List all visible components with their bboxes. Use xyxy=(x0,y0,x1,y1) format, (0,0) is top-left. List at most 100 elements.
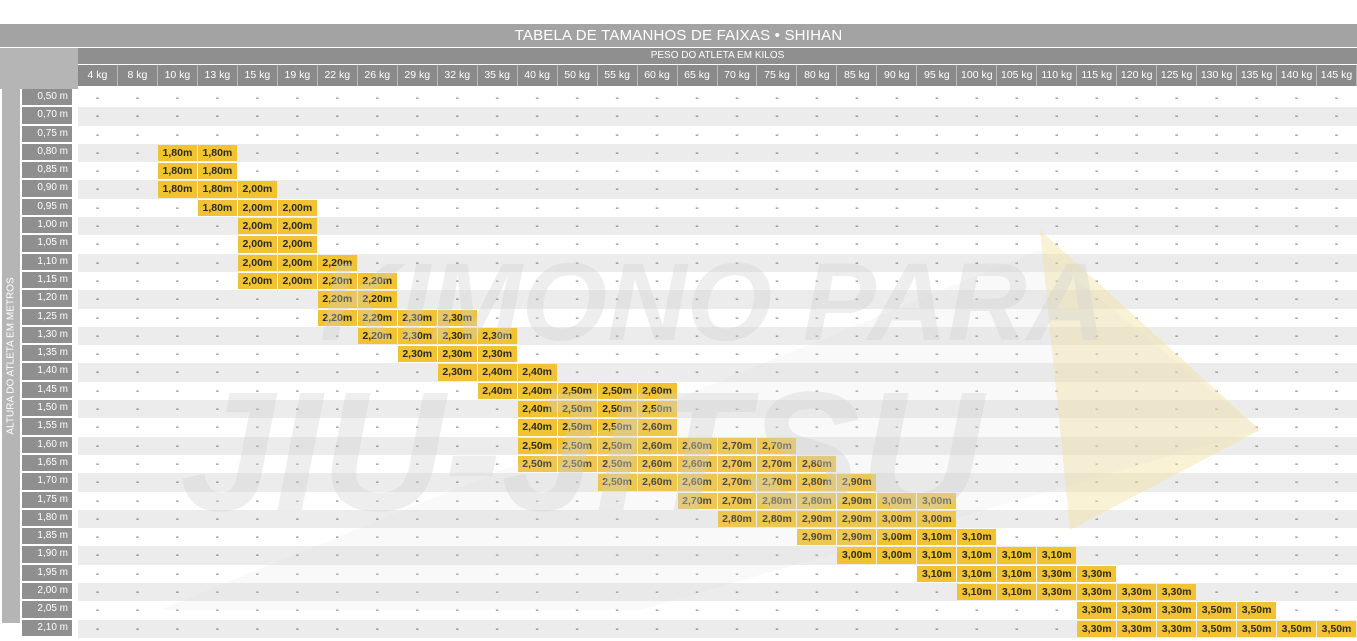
empty-cell: - xyxy=(535,348,539,361)
empty-cell: - xyxy=(1054,403,1059,416)
empty-cell: - xyxy=(255,146,260,159)
empty-cell: - xyxy=(1174,293,1179,306)
empty-cell: - xyxy=(135,622,140,635)
empty-cell: - xyxy=(1094,274,1099,287)
empty-cell: - xyxy=(855,146,859,159)
empty-cell: - xyxy=(815,293,819,306)
empty-cell: - xyxy=(575,110,579,123)
empty-cell: - xyxy=(95,439,100,452)
empty-cell: - xyxy=(615,549,619,562)
empty-cell: - xyxy=(1134,311,1139,324)
size-cell: 2,30m xyxy=(477,327,517,345)
empty-cell: - xyxy=(1254,128,1259,141)
empty-cell: - xyxy=(855,220,859,233)
empty-cell: - xyxy=(1174,457,1179,470)
weight-header: 50 kg xyxy=(558,65,598,86)
empty-cell: - xyxy=(1294,586,1299,599)
empty-cell: - xyxy=(175,476,180,489)
size-cell: 3,50m xyxy=(1237,620,1277,637)
empty-cell: - xyxy=(535,110,539,123)
empty-cell: - xyxy=(815,110,819,123)
weight-header: 55 kg xyxy=(598,65,638,86)
empty-cell: - xyxy=(1334,384,1339,397)
empty-cell: - xyxy=(1015,329,1019,342)
empty-cell: - xyxy=(855,586,859,599)
empty-cell: - xyxy=(975,256,979,269)
table-row: - - - - - - - - - -2,40m 2,40m 2,50m 2,50m 2,60m - - - - -… xyxy=(78,382,1357,400)
height-label: 0,90 m xyxy=(22,180,72,197)
empty-cell: - xyxy=(1015,256,1019,269)
empty-cell: - xyxy=(1254,183,1259,196)
empty-cell: - xyxy=(855,457,859,470)
size-cell: 2,20m xyxy=(357,291,397,308)
empty-cell: - xyxy=(1174,348,1179,361)
size-cell: 2,50m xyxy=(557,401,597,418)
size-cell: 1,80m xyxy=(197,144,237,162)
empty-cell: - xyxy=(1015,421,1019,434)
empty-cell: - xyxy=(975,293,979,306)
empty-cell: - xyxy=(535,549,539,562)
empty-cell: - xyxy=(455,512,459,525)
size-cell: 3,30m xyxy=(1157,584,1197,601)
empty-cell: - xyxy=(615,366,619,379)
empty-cell: - xyxy=(1054,329,1059,342)
empty-cell: - xyxy=(615,146,619,159)
empty-cell: - xyxy=(295,549,300,562)
empty-cell: - xyxy=(335,403,340,416)
size-cell: 2,20m xyxy=(317,272,357,290)
empty-cell: - xyxy=(895,622,899,635)
empty-cell: - xyxy=(1294,549,1299,562)
empty-cell: - xyxy=(1254,494,1259,507)
empty-cell: - xyxy=(1015,604,1019,617)
empty-cell: - xyxy=(295,476,300,489)
empty-cell: - xyxy=(935,92,939,104)
weight-header: 100 kg xyxy=(957,65,998,86)
empty-cell: - xyxy=(215,329,220,342)
empty-cell: - xyxy=(1094,531,1099,544)
empty-cell: - xyxy=(295,293,300,306)
size-cell: 2,80m xyxy=(797,455,837,473)
empty-cell: - xyxy=(1015,476,1019,489)
empty-cell: - xyxy=(1054,110,1059,123)
empty-cell: - xyxy=(735,531,739,544)
empty-cell: - xyxy=(455,274,459,287)
empty-cell: - xyxy=(695,128,699,141)
empty-cell: - xyxy=(135,165,140,178)
empty-cell: - xyxy=(455,622,459,635)
empty-cell: - xyxy=(615,128,619,141)
empty-cell: - xyxy=(1015,165,1019,178)
empty-cell: - xyxy=(95,238,100,251)
empty-cell: - xyxy=(935,146,939,159)
empty-cell: - xyxy=(815,238,819,251)
empty-cell: - xyxy=(135,476,140,489)
empty-cell: - xyxy=(1094,366,1099,379)
empty-cell: - xyxy=(1294,329,1299,342)
empty-cell: - xyxy=(335,421,340,434)
empty-cell: - xyxy=(975,439,979,452)
size-cell: 3,00m xyxy=(837,547,877,564)
empty-cell: - xyxy=(1254,549,1259,562)
empty-cell: - xyxy=(455,549,459,562)
height-axis-label: ALTURA DO ATLETA EM METROS xyxy=(5,277,17,435)
empty-cell: - xyxy=(815,549,819,562)
empty-cell: - xyxy=(615,110,619,123)
height-label: 0,70 m xyxy=(22,107,72,124)
empty-cell: - xyxy=(1254,165,1259,178)
table-row: -------------------------------- xyxy=(78,126,1357,144)
empty-cell: - xyxy=(615,348,619,361)
empty-cell: - xyxy=(935,311,939,324)
weight-header: 135 kg xyxy=(1237,65,1278,86)
empty-cell: - xyxy=(135,220,140,233)
empty-cell: - xyxy=(895,238,899,251)
size-cell: 2,80m xyxy=(717,510,757,528)
empty-cell: - xyxy=(1214,293,1219,306)
empty-cell: - xyxy=(1015,201,1019,214)
height-label: 1,70 m xyxy=(22,473,72,490)
empty-cell: - xyxy=(335,220,340,233)
empty-cell: - xyxy=(455,421,459,434)
table-row: - - - - - - - - - - - - - - - - - - -3,00m 3,00m 3,10m 3,10m 3… xyxy=(78,546,1357,565)
empty-cell: - xyxy=(1054,256,1059,269)
empty-cell: - xyxy=(1334,274,1339,287)
size-cell: 2,30m xyxy=(437,364,477,381)
weight-axis-label: PESO DO ATLETA EM KILOS xyxy=(78,48,1357,64)
